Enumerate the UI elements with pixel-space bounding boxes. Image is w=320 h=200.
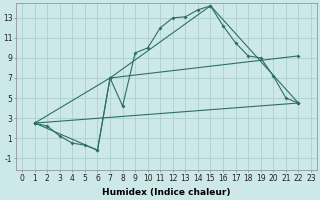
X-axis label: Humidex (Indice chaleur): Humidex (Indice chaleur) (102, 188, 231, 197)
